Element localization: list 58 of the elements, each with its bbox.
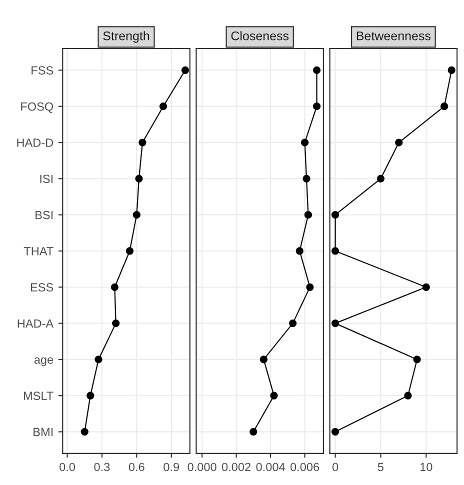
point [331,428,340,436]
point [260,356,268,364]
x-tick-label: 10 [420,462,432,472]
x-tick-label: 0.9 [164,462,180,472]
y-tick-label: HAD-A [18,319,54,328]
point [422,283,430,291]
point [440,102,448,110]
y-tick-label: ISI [40,174,53,184]
point [126,247,134,255]
x-tick-label: 5 [378,462,384,472]
point [376,174,385,182]
x-tick-label: 0.004 [256,462,285,472]
point [300,138,309,146]
x-tick-label: 0.002 [222,462,250,472]
point [86,392,94,400]
y-tick-label: HAD-D [17,138,54,147]
point [312,102,321,110]
point [110,283,119,291]
point [138,138,146,146]
x-tick-label: 0 [332,462,338,472]
point [159,102,168,110]
y-tick-label: age [34,357,54,366]
point [312,66,321,74]
point [288,319,297,328]
y-tick-label: FOSQ [21,102,54,113]
y-tick-label: FSS [32,66,54,75]
point [135,174,143,182]
y-tick-label: THAT [24,247,54,256]
y-tick-label: MSLT [24,392,54,400]
x-tick-label: 0.0 [60,462,76,472]
x-tick-label: 0.3 [94,462,110,472]
point [395,138,403,146]
y-tick-label: BMI [34,428,53,436]
point [331,211,340,219]
point [181,66,190,74]
point [302,174,310,182]
point [80,428,88,436]
x-tick-label: 0.006 [290,462,320,472]
point [448,66,456,74]
y-tick-label: BSI [36,210,53,220]
chart-title: Strength [103,31,150,43]
point [306,283,314,291]
x-tick-label: 0.000 [188,462,216,472]
point [331,319,340,328]
point [94,356,102,364]
y-tick-label: ESS [30,283,54,292]
point [250,428,258,436]
point [413,356,421,364]
x-tick-label: 0.6 [128,462,144,472]
point [112,319,120,328]
point [132,211,140,219]
point [404,392,412,400]
chart-title: Closeness [231,31,289,40]
point [270,392,278,400]
point [331,247,340,255]
chart-title: Betweenness [356,32,430,40]
point [296,247,304,255]
point [304,211,312,219]
